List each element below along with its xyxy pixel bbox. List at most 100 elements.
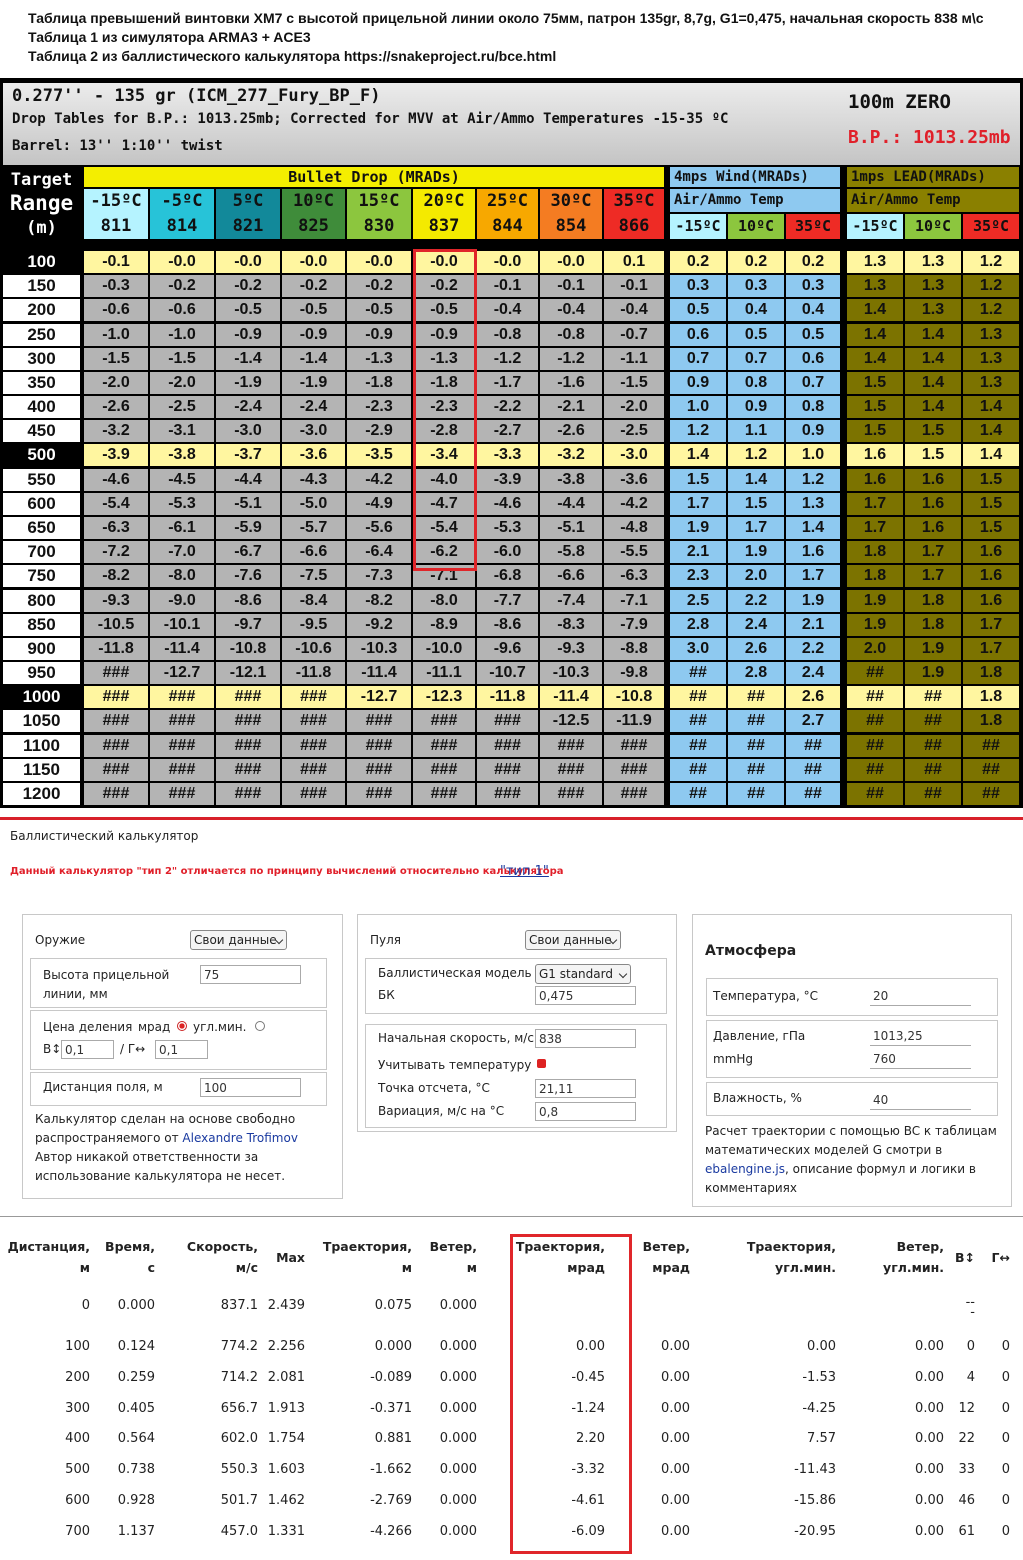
wind-cell: 2.4 xyxy=(728,613,784,636)
input[interactable]: 75 xyxy=(200,965,301,984)
wind-cell: 0.7 xyxy=(670,347,726,370)
wind-cell: 1.5 xyxy=(728,492,784,515)
link[interactable]: ebalengine.js xyxy=(705,1162,786,1176)
wind-cell: 1.7 xyxy=(728,516,784,539)
table-header-bg xyxy=(3,83,1020,165)
drop-cell: -7.9 xyxy=(604,613,664,636)
group-header: Bullet Drop (MRADs) xyxy=(84,167,664,187)
wind-cell: 0.6 xyxy=(670,323,726,346)
drop-cell: -10.1 xyxy=(150,613,214,636)
input[interactable]: 0,1 xyxy=(155,1040,208,1059)
temp-header: 10ºC xyxy=(728,214,784,239)
drop-cell: -8.0 xyxy=(413,589,475,612)
lead-cell: ## xyxy=(847,782,903,805)
header-text: Траектория, мрад xyxy=(515,1239,605,1275)
select-value: Свои данные xyxy=(194,933,277,947)
drop-cell: -5.8 xyxy=(540,541,602,564)
drop-cell: -12.1 xyxy=(216,662,280,685)
drop-cell: ### xyxy=(540,758,602,781)
range-cell: 200 xyxy=(3,299,80,322)
wind-cell: ## xyxy=(728,782,784,805)
lead-cell: 1.7 xyxy=(905,541,961,564)
input[interactable]: 21,11 xyxy=(535,1079,636,1098)
wind-cell: 0.6 xyxy=(786,347,840,370)
lead-cell: 1.5 xyxy=(963,516,1019,539)
wind-cell: 1.6 xyxy=(786,541,840,564)
drop-cell: ### xyxy=(282,734,345,757)
drop-cell: ### xyxy=(413,710,475,733)
drop-cell: -0.4 xyxy=(477,299,538,322)
result-cell: -6.09 xyxy=(571,1523,605,1539)
result-cell: 0.000 xyxy=(374,1339,412,1354)
input[interactable]: 0,475 xyxy=(535,986,636,1005)
input[interactable]: 20 xyxy=(870,987,971,1006)
link[interactable]: Alexandre Trofimov xyxy=(182,1131,298,1145)
type1-link[interactable]: "тип 1" xyxy=(500,864,549,879)
lead-cell: 1.4 xyxy=(963,444,1019,467)
drop-cell: -7.1 xyxy=(604,589,664,612)
result-cell: 2.20 xyxy=(576,1431,605,1447)
radio-checked[interactable] xyxy=(177,1021,187,1031)
input[interactable]: 0,8 xyxy=(535,1102,636,1121)
drop-cell: -12.3 xyxy=(413,686,475,709)
drop-cell: -6.2 xyxy=(413,541,475,564)
drop-cell: ### xyxy=(282,782,345,805)
drop-cell: -1.5 xyxy=(150,347,214,370)
separator xyxy=(0,1216,1023,1217)
input[interactable]: 760 xyxy=(870,1050,971,1069)
lead-cell: ## xyxy=(905,758,961,781)
lead-cell: 1.7 xyxy=(963,613,1019,636)
input[interactable]: 1013,25 xyxy=(870,1027,971,1046)
drop-cell: ### xyxy=(150,758,214,781)
drop-cell: -8.6 xyxy=(477,613,538,636)
drop-cell: -0.9 xyxy=(347,323,411,346)
drop-cell: ### xyxy=(413,734,475,757)
drop-cell: -0.2 xyxy=(150,275,214,298)
select[interactable]: G1 standard xyxy=(535,964,631,984)
drop-cell: ### xyxy=(150,782,214,805)
drop-cell: -4.2 xyxy=(604,492,664,515)
drop-cell: -0.4 xyxy=(540,299,602,322)
input[interactable]: 838 xyxy=(535,1029,636,1048)
select[interactable]: Свои данные xyxy=(525,930,621,950)
drop-cell: -0.8 xyxy=(540,323,602,346)
label: B↕ xyxy=(43,1042,62,1056)
header-text: Траектория, м xyxy=(322,1239,412,1275)
range-cell: 550 xyxy=(3,468,80,491)
velocity-header: 811 xyxy=(84,214,148,239)
drop-cell: -2.3 xyxy=(413,396,475,419)
result-cell: 200 xyxy=(65,1369,90,1385)
drop-cell: -6.3 xyxy=(604,565,664,588)
drop-cell: ### xyxy=(604,758,664,781)
input[interactable]: 40 xyxy=(870,1091,971,1110)
drop-cell: -12.5 xyxy=(540,710,602,733)
drop-cell: ### xyxy=(150,734,214,757)
group xyxy=(365,1024,667,1128)
drop-cell: -2.3 xyxy=(347,396,411,419)
lead-cell: 1.6 xyxy=(905,468,961,491)
drop-cell: -5.3 xyxy=(150,492,214,515)
column-header: Г↔ xyxy=(992,1236,1010,1278)
range-cell: 950 xyxy=(3,662,80,685)
radio[interactable] xyxy=(255,1021,265,1031)
drop-cell: -5.3 xyxy=(477,516,538,539)
checkbox-checked[interactable] xyxy=(537,1059,546,1068)
wind-cell: 1.7 xyxy=(786,565,840,588)
result-cell: 0.564 xyxy=(117,1431,155,1447)
drop-cell: -10.3 xyxy=(540,662,602,685)
lead-cell: 1.5 xyxy=(905,444,961,467)
select[interactable]: Свои данные xyxy=(190,930,287,950)
drop-cell: -7.6 xyxy=(216,565,280,588)
column-header: Дистанция, м xyxy=(8,1236,90,1278)
range-cell: 1050 xyxy=(3,710,80,733)
wind-cell: ## xyxy=(786,734,840,757)
result-cell: -4.61 xyxy=(571,1493,605,1508)
velocity-header: 854 xyxy=(540,214,602,239)
range-cell: 450 xyxy=(3,420,80,443)
result-cell: 0.00 xyxy=(915,1400,944,1416)
lead-cell: ## xyxy=(847,758,903,781)
input[interactable]: 0,1 xyxy=(61,1040,114,1059)
result-cell: -1.24 xyxy=(571,1400,605,1416)
input[interactable]: 100 xyxy=(200,1078,301,1097)
drop-cell: -9.6 xyxy=(477,637,538,660)
